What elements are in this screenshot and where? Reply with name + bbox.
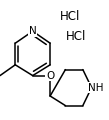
Text: HCl: HCl: [60, 10, 80, 23]
Text: O: O: [46, 71, 54, 81]
Text: NH: NH: [88, 83, 104, 93]
Text: N: N: [29, 26, 37, 36]
Text: HCl: HCl: [66, 30, 86, 42]
